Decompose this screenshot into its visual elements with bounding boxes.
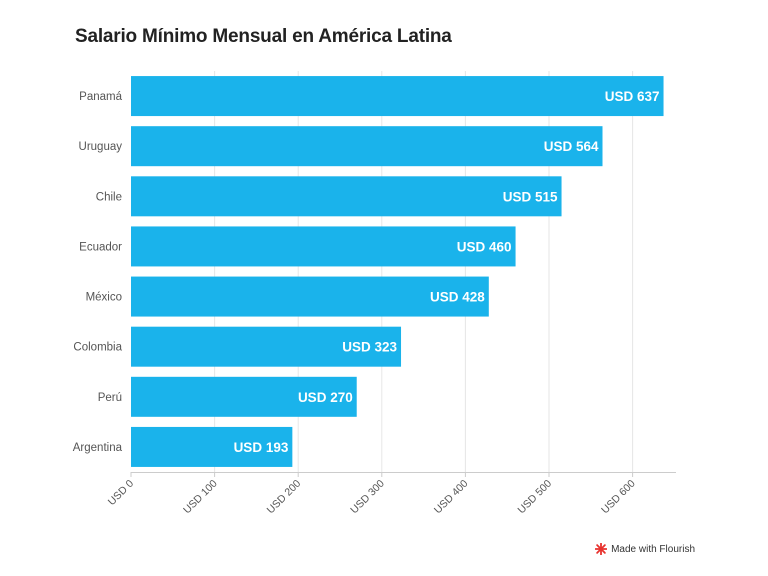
logo-center — [598, 546, 604, 552]
category-label: Chile — [96, 191, 122, 203]
value-label: USD 323 — [342, 340, 397, 355]
bar — [131, 76, 664, 117]
category-label: Ecuador — [79, 241, 122, 253]
value-label: USD 515 — [503, 189, 558, 204]
bar — [131, 276, 489, 317]
value-label: USD 428 — [430, 290, 485, 305]
value-label: USD 193 — [234, 440, 289, 455]
x-tick-label: USD 600 — [599, 478, 638, 517]
x-tick-label: USD 500 — [516, 478, 555, 517]
category-label: México — [86, 292, 122, 304]
bar — [131, 126, 603, 167]
bar — [131, 176, 562, 217]
x-tick-label: USD 0 — [106, 478, 136, 508]
x-tick-label: USD 200 — [265, 478, 304, 517]
category-label: Colombia — [73, 342, 122, 354]
credit-text: Made with Flourish — [611, 543, 695, 555]
value-label: USD 460 — [457, 239, 512, 254]
x-tick-label: USD 300 — [348, 478, 387, 517]
bar — [131, 426, 293, 467]
flourish-logo-icon — [595, 543, 608, 555]
value-label: USD 270 — [298, 390, 353, 405]
value-label: USD 637 — [605, 89, 660, 104]
x-tick-label: USD 100 — [181, 478, 220, 517]
category-label: Panamá — [79, 91, 122, 103]
x-tick-label: USD 400 — [432, 478, 471, 517]
category-label: Uruguay — [79, 141, 123, 153]
bar — [131, 226, 516, 267]
bar — [131, 376, 357, 417]
flourish-credit[interactable]: Made with Flourish — [595, 543, 695, 555]
category-label: Argentina — [73, 442, 123, 454]
category-label: Perú — [98, 392, 122, 404]
chart-title: Salario Mínimo Mensual en América Latina — [75, 26, 452, 47]
value-label: USD 564 — [544, 139, 599, 154]
bar — [131, 326, 402, 367]
